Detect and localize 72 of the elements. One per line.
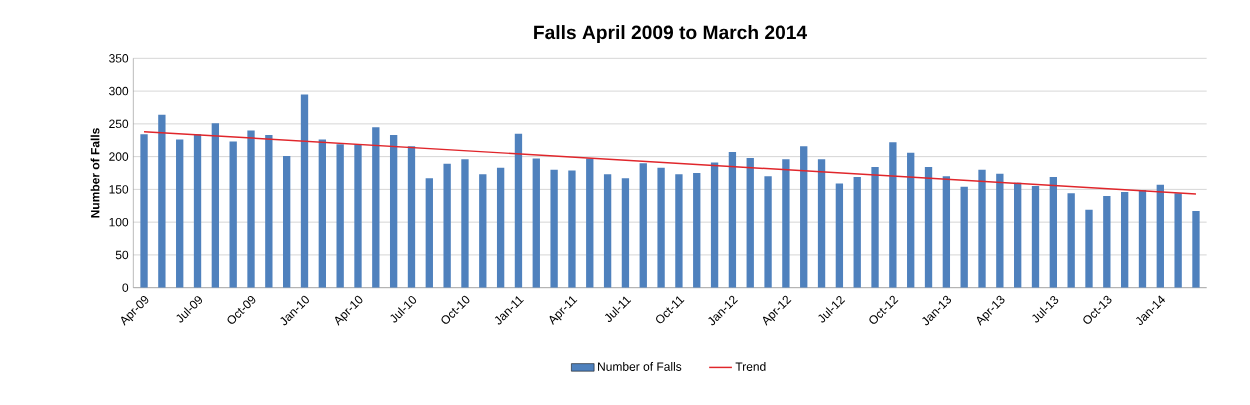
y-tick-label: 150 <box>109 185 129 194</box>
bar <box>193 134 202 288</box>
bar <box>657 167 665 288</box>
bar <box>1085 209 1093 288</box>
bar <box>871 167 879 288</box>
y-tick-label: 250 <box>109 119 129 129</box>
bar <box>924 167 933 288</box>
bar <box>318 139 326 288</box>
bar <box>746 157 754 288</box>
bar <box>354 144 362 288</box>
y-tick-label: 100 <box>109 217 129 227</box>
bar <box>1192 211 1200 288</box>
chart-title: Falls April 2009 to March 2014 <box>534 25 808 43</box>
bar <box>372 127 380 288</box>
bar <box>960 186 968 288</box>
bar <box>1031 186 1040 288</box>
y-tick-label: 200 <box>109 152 129 161</box>
bar <box>710 162 719 288</box>
bar <box>782 159 790 288</box>
bar <box>1103 195 1111 288</box>
bar <box>889 142 897 288</box>
bar <box>425 178 433 288</box>
bar <box>675 174 683 288</box>
legend-label: Number of Falls <box>598 362 682 371</box>
y-tick-label: 300 <box>109 86 129 96</box>
bar <box>247 130 255 288</box>
y-tick-label: 350 <box>109 54 129 63</box>
bar <box>568 170 576 288</box>
bar <box>1138 190 1147 288</box>
bar <box>1156 184 1164 288</box>
bar <box>942 176 951 288</box>
bar <box>211 123 220 288</box>
bar <box>532 158 540 288</box>
bar <box>621 178 630 288</box>
bar <box>283 155 291 288</box>
bar <box>140 134 148 288</box>
bar <box>817 159 826 288</box>
legend-label: Trend <box>735 362 766 371</box>
bar <box>978 169 986 288</box>
bar <box>496 167 505 288</box>
bar <box>996 173 1004 288</box>
bar <box>443 163 451 288</box>
bar <box>907 152 915 288</box>
bar <box>389 135 398 288</box>
bar <box>586 158 594 288</box>
bar <box>1049 176 1057 288</box>
bar <box>800 146 808 288</box>
bar <box>1014 182 1022 288</box>
bar <box>158 114 166 288</box>
bar <box>514 133 523 288</box>
bar <box>300 94 309 288</box>
bar <box>1174 193 1182 288</box>
y-axis-title: Number of Falls <box>90 128 100 218</box>
bar <box>764 176 772 288</box>
bar <box>835 183 844 288</box>
bar <box>728 152 737 288</box>
bar <box>1120 192 1129 288</box>
bar <box>693 173 701 288</box>
y-tick-label: 0 <box>122 283 129 292</box>
bar <box>479 174 487 288</box>
bar <box>461 159 469 288</box>
bar <box>550 169 558 288</box>
bar <box>603 174 612 288</box>
bar <box>176 139 184 288</box>
bar <box>1067 193 1075 288</box>
bar <box>853 176 861 288</box>
bar <box>407 146 416 288</box>
bar <box>265 135 273 288</box>
bar <box>336 144 344 288</box>
y-tick-label: 50 <box>115 250 129 260</box>
bar <box>229 141 237 288</box>
bar <box>639 163 647 288</box>
